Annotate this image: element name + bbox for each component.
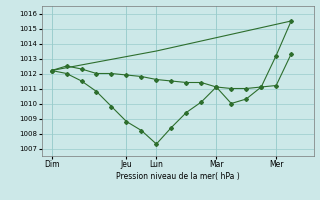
X-axis label: Pression niveau de la mer( hPa ): Pression niveau de la mer( hPa ) xyxy=(116,172,239,181)
